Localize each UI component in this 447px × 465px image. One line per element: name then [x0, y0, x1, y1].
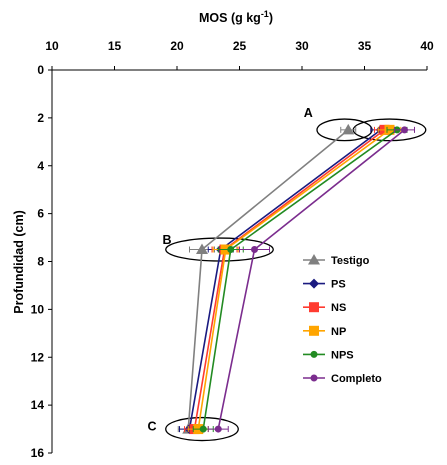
annotation-label: A: [304, 106, 313, 120]
x-axis-title: MOS (g kg-1): [199, 9, 273, 25]
y-tick-label: 10: [31, 302, 45, 316]
y-tick-label: 12: [31, 350, 45, 364]
group-annotations: A B C: [147, 106, 312, 434]
legend-item: PS: [303, 278, 346, 291]
data-point: [342, 123, 355, 135]
x-tick-label: 40: [420, 39, 434, 53]
legend-item: Testigo: [303, 254, 370, 267]
legend-label: Completo: [331, 373, 382, 385]
x-tick-label: 30: [295, 39, 309, 53]
y-tick-label: 16: [31, 446, 45, 460]
legend-marker: [308, 254, 320, 265]
series-ps: [179, 124, 392, 435]
data-point: [214, 425, 222, 433]
y-tick-label: 0: [37, 63, 44, 77]
y-tick-label: 8: [37, 255, 44, 269]
x-axis-title-exponent: -1: [261, 9, 269, 19]
x-tick-label: 35: [358, 39, 372, 53]
legend-marker: [309, 278, 319, 289]
data-point: [199, 425, 207, 433]
group-ellipses: [165, 118, 427, 442]
legend-label: NS: [331, 302, 346, 314]
legend-item: Completo: [303, 373, 382, 385]
legend-item: NS: [303, 302, 346, 314]
legend-label: PS: [331, 279, 346, 291]
x-tick-label: 15: [108, 39, 122, 53]
legend-marker: [309, 302, 319, 313]
x-tick-label: 10: [45, 39, 59, 53]
x-tick-label: 25: [233, 39, 247, 53]
legend-item: NP: [303, 325, 346, 338]
data-point: [227, 246, 235, 254]
legend-marker: [310, 374, 318, 382]
y-tick-label: 6: [37, 207, 44, 221]
x-axis-title-main: MOS (g kg: [199, 11, 261, 25]
legend-label: NP: [331, 326, 346, 338]
data-point: [251, 246, 258, 254]
series-nps: [192, 126, 408, 433]
legend-label: Testigo: [331, 255, 370, 267]
axes: 10 15 20 25 30 35 40 0 2 4 6 8 10 12 14 16: [31, 39, 434, 460]
data-point: [401, 126, 408, 134]
legend-label: NPS: [331, 349, 354, 361]
data-series: [177, 123, 415, 435]
series-completo: [207, 126, 415, 433]
legend-marker: [310, 350, 318, 358]
legend: Testigo PS NS NP NPS Completo: [303, 254, 382, 385]
y-tick-label: 4: [37, 159, 44, 173]
annotation-label: C: [147, 420, 156, 434]
legend-item: NPS: [303, 349, 354, 361]
y-tick-label: 14: [31, 398, 45, 412]
annotation-label: B: [162, 233, 171, 247]
legend-marker: [309, 325, 319, 336]
y-axis-title: Profundidad (cm): [12, 210, 26, 313]
group-ellipse: [165, 416, 239, 442]
x-axis-title-close: ): [269, 11, 273, 25]
data-point: [196, 243, 208, 255]
y-tick-label: 2: [37, 111, 44, 125]
x-tick-label: 20: [170, 39, 184, 53]
